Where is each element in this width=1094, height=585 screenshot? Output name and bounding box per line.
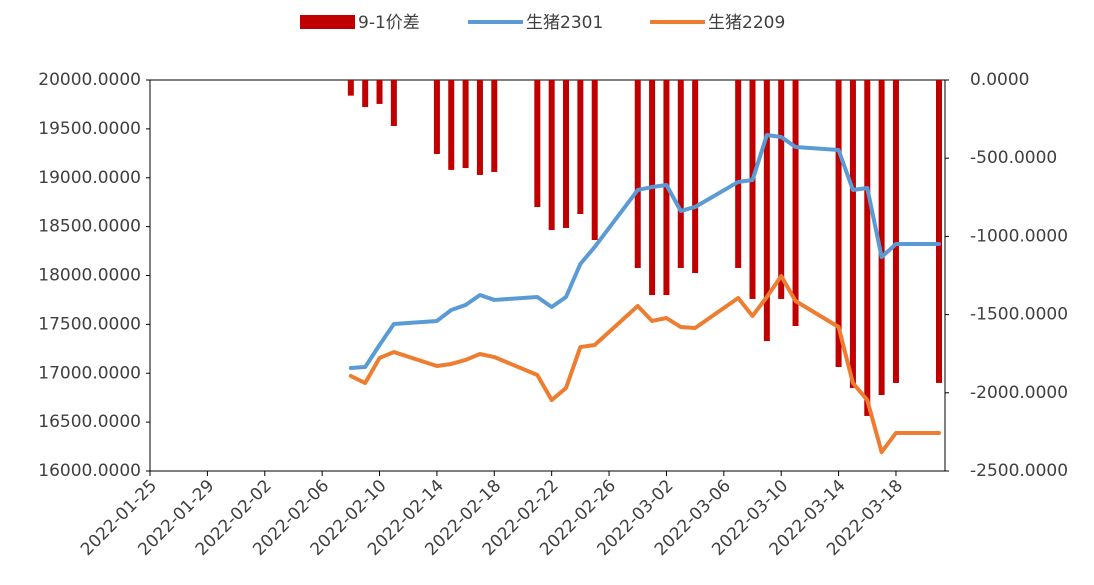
bar	[476, 80, 483, 175]
bar	[491, 80, 498, 172]
legend-label: 9-1价差	[358, 13, 420, 33]
bar	[778, 80, 785, 299]
bar	[591, 80, 598, 240]
bar	[448, 80, 455, 170]
legend-label: 生猪2301	[526, 13, 603, 33]
y2-tick-label: -500.0000	[970, 148, 1057, 168]
bar	[347, 80, 354, 96]
bar	[864, 80, 871, 416]
plot-area	[149, 79, 946, 472]
bar	[548, 80, 555, 230]
line	[348, 133, 941, 370]
bar	[835, 80, 842, 367]
bar	[892, 80, 899, 383]
bar	[362, 80, 369, 108]
bar	[677, 80, 684, 268]
y-tick-label: 17000.0000	[38, 363, 141, 383]
y-tick-label: 16500.0000	[38, 412, 141, 432]
y-tick-label: 18500.0000	[38, 217, 141, 237]
legend-label: 生猪2209	[708, 13, 785, 33]
bar	[462, 80, 469, 169]
y2-tick-label: 0.0000	[970, 70, 1029, 90]
bar	[376, 80, 383, 104]
y2-tick-label: -1000.0000	[970, 226, 1068, 246]
bar	[577, 80, 584, 215]
bar	[534, 80, 541, 207]
bar	[878, 80, 885, 395]
bar	[563, 80, 570, 228]
bar	[390, 80, 397, 126]
y-tick-label: 19500.0000	[38, 119, 141, 139]
y2-tick-label: -2500.0000	[970, 461, 1068, 481]
y-tick-label: 18000.0000	[38, 266, 141, 286]
bar	[735, 80, 742, 268]
bar	[792, 80, 799, 327]
bar	[849, 80, 856, 388]
bar	[433, 80, 440, 154]
bar	[749, 80, 756, 299]
y-tick-label: 20000.0000	[38, 70, 141, 90]
line	[348, 273, 941, 455]
y-tick-label: 19000.0000	[38, 168, 141, 188]
bar	[763, 80, 770, 342]
bar	[936, 80, 942, 383]
y-tick-label: 16000.0000	[38, 461, 141, 481]
bar	[692, 80, 699, 273]
y2-tick-label: -1500.0000	[970, 305, 1068, 325]
bar	[634, 80, 641, 268]
legend-swatch	[300, 15, 355, 29]
y-tick-label: 17500.0000	[38, 314, 141, 334]
y2-tick-label: -2000.0000	[970, 383, 1068, 403]
